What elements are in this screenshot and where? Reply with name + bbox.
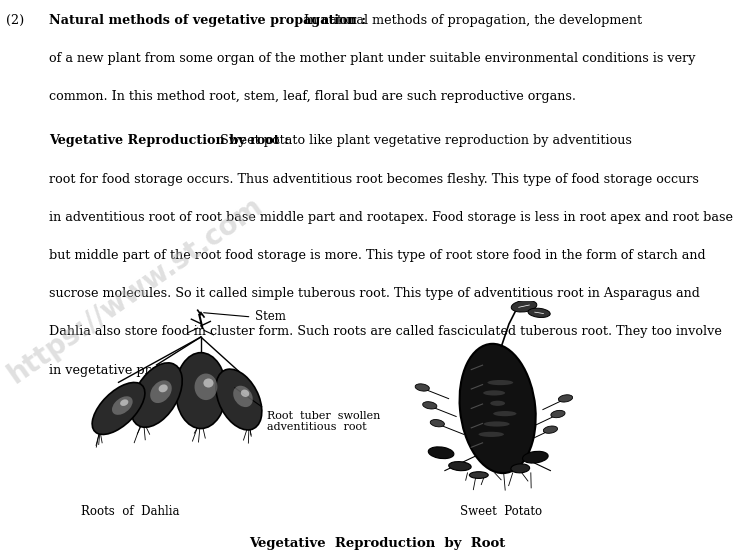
- Ellipse shape: [551, 410, 565, 418]
- Text: in vegetative propagation.: in vegetative propagation.: [49, 364, 219, 377]
- Ellipse shape: [490, 401, 505, 406]
- Ellipse shape: [534, 273, 559, 285]
- Ellipse shape: [550, 267, 573, 278]
- Text: but middle part of the root food storage is more. This type of root store food i: but middle part of the root food storage…: [49, 249, 706, 262]
- Ellipse shape: [423, 402, 437, 409]
- Ellipse shape: [544, 426, 557, 434]
- Ellipse shape: [158, 384, 167, 392]
- Ellipse shape: [120, 400, 128, 406]
- Text: Sweet  Potato: Sweet Potato: [460, 505, 542, 518]
- Ellipse shape: [204, 378, 213, 388]
- Ellipse shape: [483, 391, 505, 396]
- Ellipse shape: [545, 283, 563, 294]
- Text: https://www.st.com: https://www.st.com: [3, 191, 268, 389]
- Ellipse shape: [415, 384, 429, 391]
- Ellipse shape: [131, 363, 182, 427]
- Ellipse shape: [112, 396, 133, 415]
- Text: Natural methods of vegetative propagation :: Natural methods of vegetative propagatio…: [49, 14, 366, 27]
- Text: Dahlia also store food in cluster form. Such roots are called fasciculated tuber: Dahlia also store food in cluster form. …: [49, 325, 722, 339]
- Ellipse shape: [459, 344, 536, 473]
- Ellipse shape: [241, 389, 250, 397]
- Text: Vegetative  Reproduction  by  Root: Vegetative Reproduction by Root: [249, 537, 505, 550]
- Ellipse shape: [233, 386, 253, 407]
- Text: Roots  of  Dahlia: Roots of Dahlia: [81, 505, 179, 518]
- Ellipse shape: [195, 373, 217, 400]
- Ellipse shape: [523, 451, 548, 463]
- Ellipse shape: [568, 273, 586, 282]
- Text: in adventitious root of root base middle part and rootapex. Food storage is less: in adventitious root of root base middle…: [49, 211, 733, 224]
- Ellipse shape: [521, 286, 550, 300]
- Ellipse shape: [493, 411, 516, 416]
- Ellipse shape: [92, 382, 145, 435]
- Text: Sweet potato like plant vegetative reproduction by adventitious: Sweet potato like plant vegetative repro…: [216, 134, 633, 147]
- Ellipse shape: [575, 248, 593, 257]
- Text: sucrose molecules. So it called simple tuberous root. This type of adventitious : sucrose molecules. So it called simple t…: [49, 287, 700, 300]
- Text: Vegetative Reproduction by root :: Vegetative Reproduction by root :: [49, 134, 289, 147]
- Ellipse shape: [511, 300, 537, 312]
- Ellipse shape: [484, 421, 510, 426]
- Ellipse shape: [528, 308, 550, 318]
- Text: common. In this method root, stem, leaf, floral bud are such reproductive organs: common. In this method root, stem, leaf,…: [49, 90, 576, 103]
- Text: of a new plant from some organ of the mother plant under suitable environmental : of a new plant from some organ of the mo…: [49, 52, 695, 65]
- Ellipse shape: [431, 420, 444, 427]
- Ellipse shape: [428, 447, 454, 459]
- Ellipse shape: [150, 381, 172, 403]
- Text: adventitious  root: adventitious root: [268, 422, 367, 432]
- Ellipse shape: [449, 461, 471, 471]
- Ellipse shape: [176, 353, 226, 429]
- Text: Stem: Stem: [255, 310, 286, 324]
- Ellipse shape: [216, 369, 262, 430]
- Ellipse shape: [511, 464, 529, 473]
- Text: root for food storage occurs. Thus adventitious root becomes fleshy. This type o: root for food storage occurs. Thus adven…: [49, 172, 699, 186]
- Ellipse shape: [479, 432, 504, 437]
- Text: (2): (2): [6, 14, 24, 27]
- Text: Root  tuber  swollen: Root tuber swollen: [268, 411, 381, 421]
- Ellipse shape: [469, 472, 489, 478]
- Ellipse shape: [559, 395, 572, 402]
- Ellipse shape: [558, 256, 581, 267]
- Text: In natural methods of propagation, the development: In natural methods of propagation, the d…: [300, 14, 642, 27]
- Ellipse shape: [487, 380, 513, 385]
